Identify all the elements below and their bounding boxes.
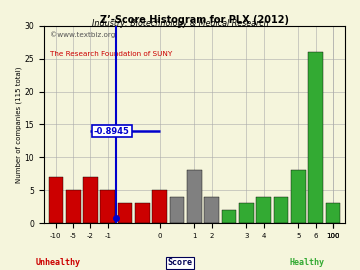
Bar xyxy=(170,197,184,223)
Text: The Research Foundation of SUNY: The Research Foundation of SUNY xyxy=(50,51,172,58)
Text: Unhealthy: Unhealthy xyxy=(36,258,81,267)
Text: Healthy: Healthy xyxy=(289,258,324,267)
Bar xyxy=(222,210,237,223)
Bar xyxy=(118,203,132,223)
Y-axis label: Number of companies (115 total): Number of companies (115 total) xyxy=(15,66,22,183)
Bar xyxy=(274,197,288,223)
Bar xyxy=(66,190,81,223)
Bar xyxy=(325,203,340,223)
Text: -0.8945: -0.8945 xyxy=(94,127,130,136)
Bar xyxy=(152,190,167,223)
Text: ©www.textbiz.org: ©www.textbiz.org xyxy=(50,32,115,38)
Bar xyxy=(291,170,306,223)
Bar xyxy=(83,177,98,223)
Text: Score: Score xyxy=(167,258,193,267)
Title: Z’-Score Histogram for PLX (2012): Z’-Score Histogram for PLX (2012) xyxy=(100,15,289,25)
Text: Industry: Biotechnology & Medical Research: Industry: Biotechnology & Medical Resear… xyxy=(92,19,268,28)
Bar xyxy=(308,52,323,223)
Bar xyxy=(187,170,202,223)
Bar xyxy=(100,190,115,223)
Bar xyxy=(49,177,63,223)
Bar xyxy=(256,197,271,223)
Bar xyxy=(204,197,219,223)
Bar xyxy=(135,203,150,223)
Bar xyxy=(239,203,254,223)
